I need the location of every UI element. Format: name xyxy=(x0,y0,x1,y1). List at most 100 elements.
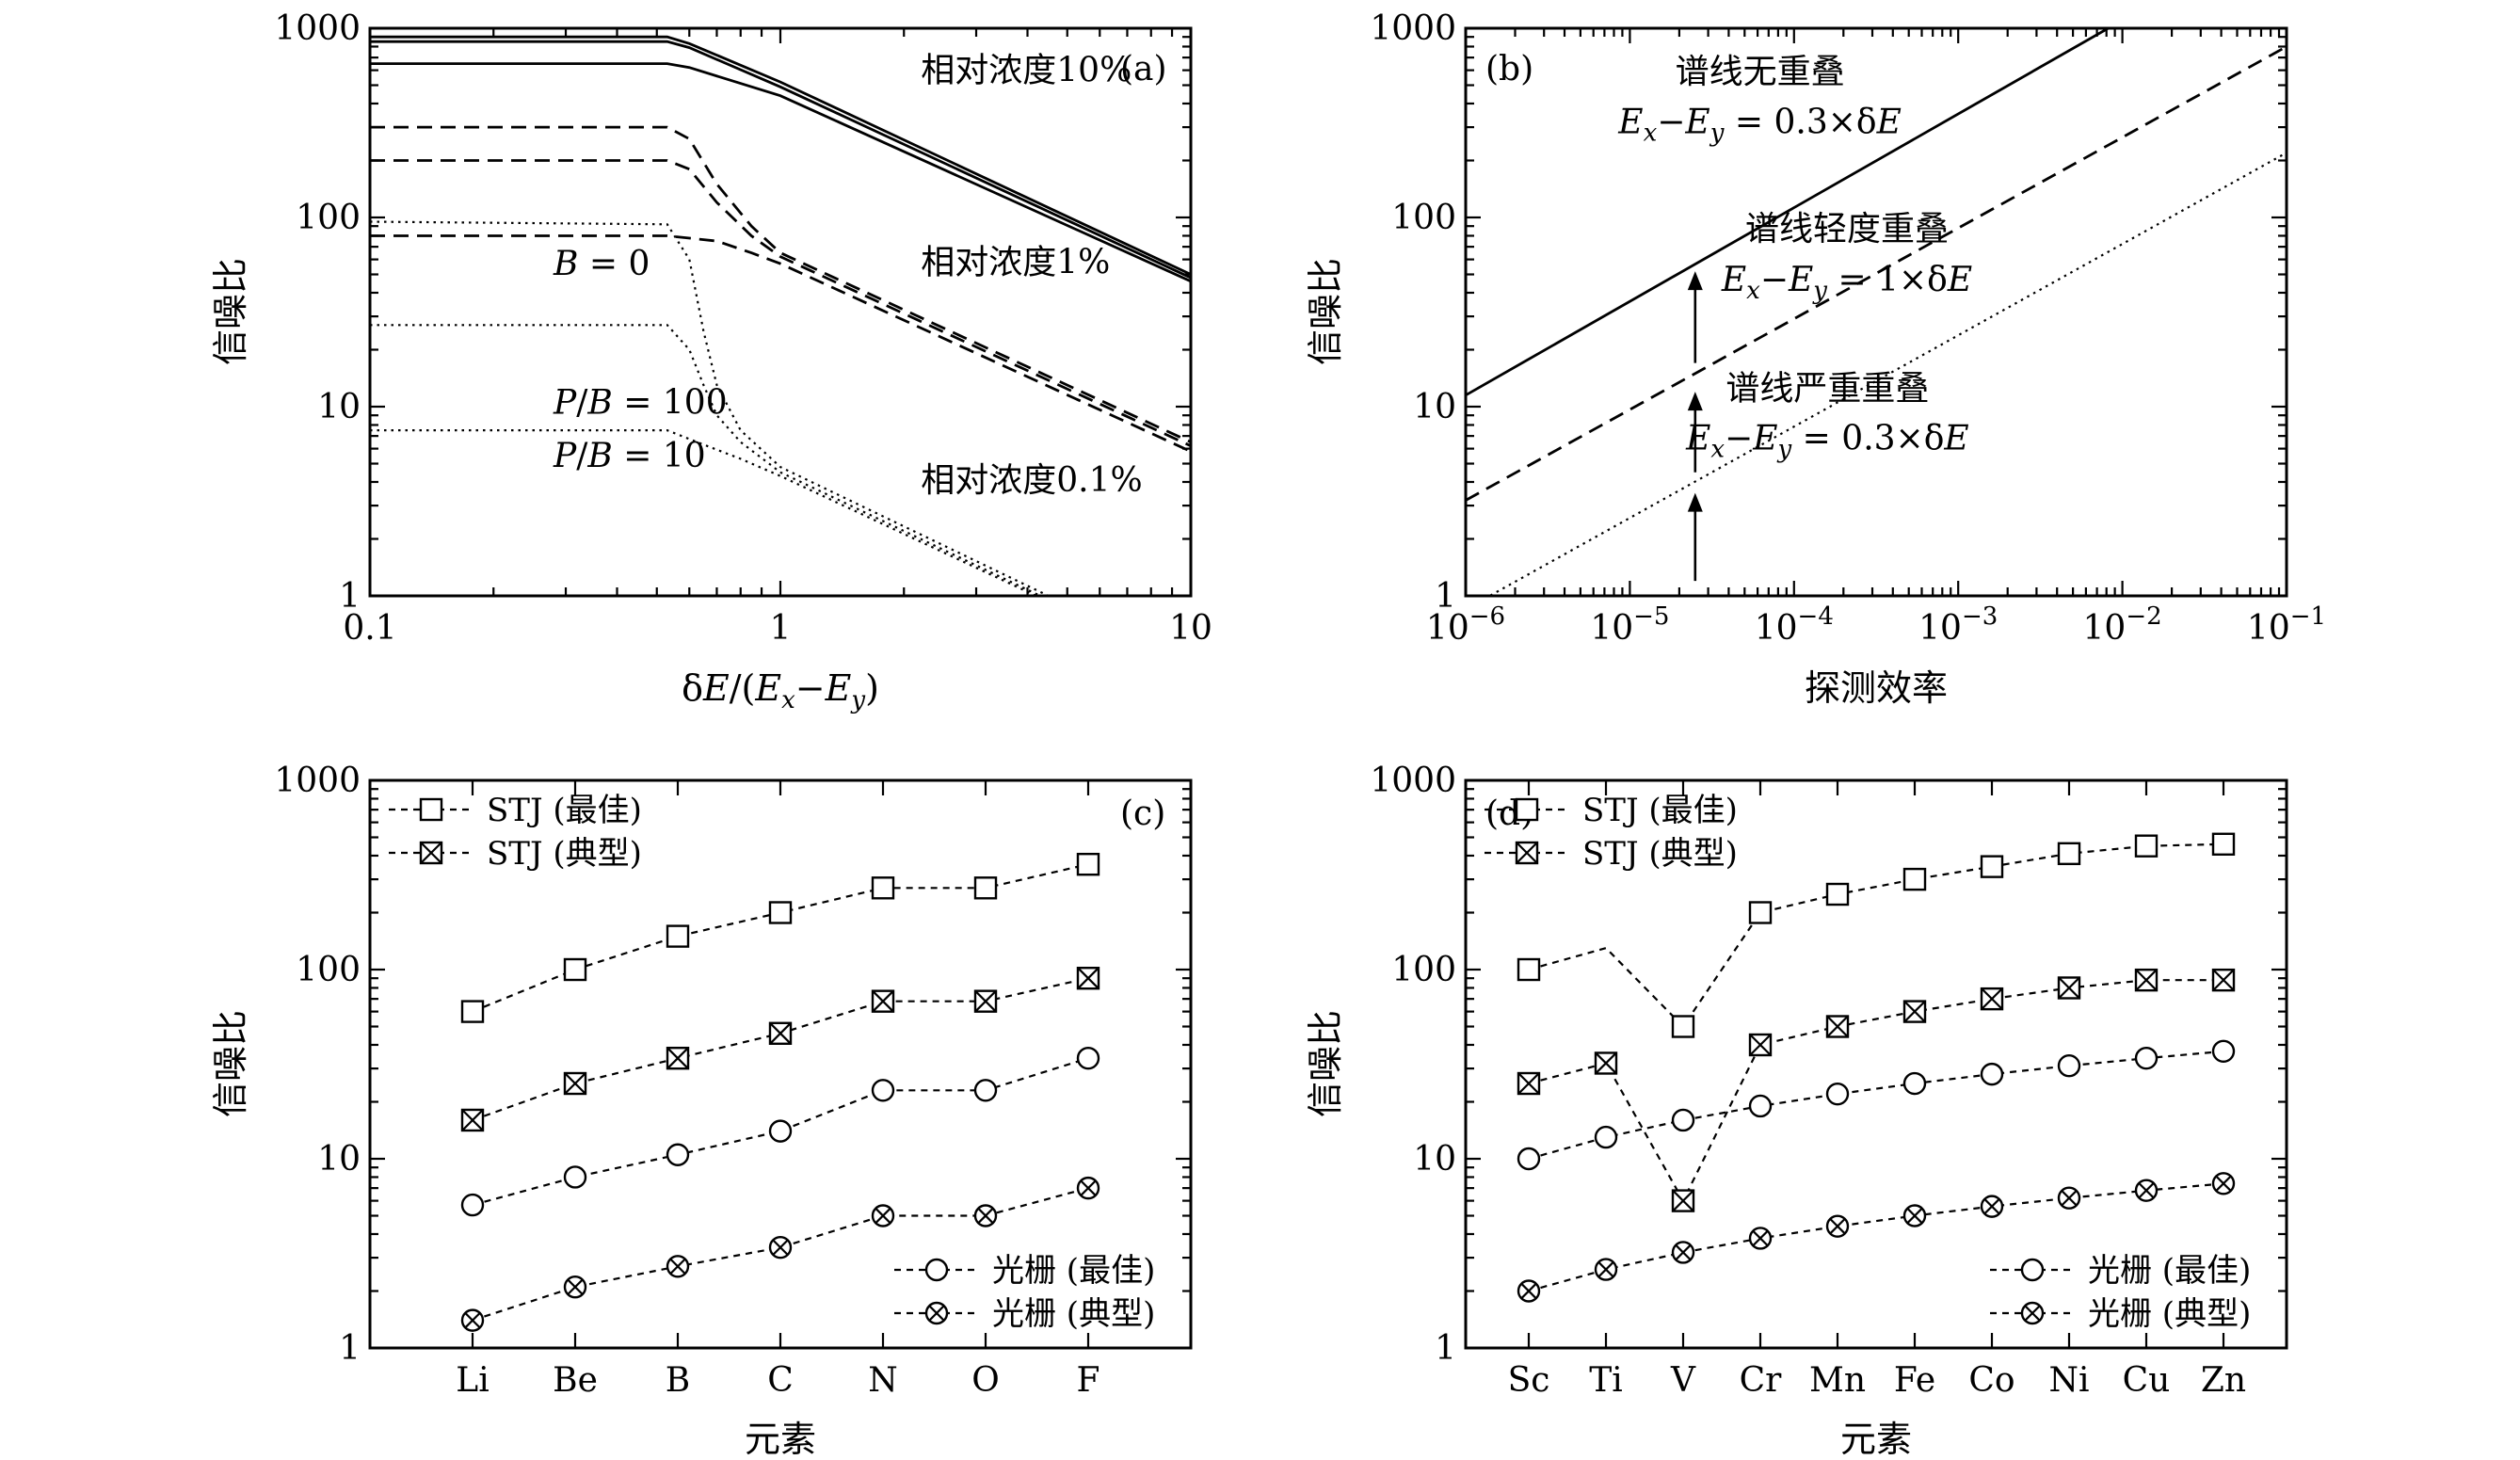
data-point-boxed-x xyxy=(871,989,895,1013)
data-point-circle xyxy=(973,1079,998,1102)
x-tick-label: Zn xyxy=(2201,1361,2246,1400)
legend-label: 光栅 (最佳) xyxy=(992,1252,1155,1290)
data-point-circled-x xyxy=(1748,1227,1773,1250)
data-point-square xyxy=(419,797,443,822)
data-point-circled-x xyxy=(1902,1204,1927,1227)
data-point-boxed-x xyxy=(1748,1033,1773,1057)
data-point-circled-x xyxy=(1825,1214,1850,1238)
data-point-circle xyxy=(460,1193,485,1217)
data-point-circle xyxy=(768,1119,793,1143)
data-point-circle xyxy=(563,1165,587,1189)
legend-label: 光栅 (典型) xyxy=(992,1295,1155,1333)
x-tick-label: 10−6 xyxy=(1426,602,1505,648)
annotation-equation: P/B = 10 xyxy=(553,437,706,475)
data-point-boxed-x xyxy=(1902,1000,1927,1023)
legend-entry: 光栅 (典型) xyxy=(894,1295,1155,1333)
up-arrow xyxy=(1687,492,1703,582)
x-tick-label: 10−2 xyxy=(2083,602,2162,648)
panel-a-series xyxy=(370,35,1191,596)
data-point-square xyxy=(666,924,690,948)
series-line xyxy=(1528,1050,2224,1161)
annotation-equation: Ex−Ey = 1×δE xyxy=(1721,261,1972,305)
y-tick-label: 10 xyxy=(1413,1140,1456,1179)
y-tick-label: 1 xyxy=(339,1329,361,1368)
data-point-square xyxy=(2134,834,2159,858)
x-tick-label: F xyxy=(1077,1361,1100,1400)
data-point-circle xyxy=(2020,1258,2045,1282)
data-point-circled-x xyxy=(2211,1172,2236,1195)
data-point-boxed-x xyxy=(666,1046,690,1070)
data-point-circled-x xyxy=(1594,1258,1618,1281)
y-tick-label: 1 xyxy=(1435,1329,1456,1368)
series-dashed-line xyxy=(370,234,1191,453)
panel-d-ylabel: 信噪比 xyxy=(1305,1010,1346,1117)
data-point-circled-x xyxy=(2134,1179,2159,1202)
x-tick-label: 10−4 xyxy=(1755,602,1834,648)
panel-b-series xyxy=(1466,28,2287,596)
data-point-circle xyxy=(924,1258,949,1282)
y-tick-label: 10 xyxy=(1413,388,1456,426)
x-tick-label: N xyxy=(868,1361,898,1400)
x-tick-label: O xyxy=(971,1361,1000,1400)
series-dashed-line xyxy=(370,125,1191,443)
panel-a-ylabel: 信噪比 xyxy=(210,258,251,365)
panel-c-series xyxy=(460,852,1100,1332)
legend-entry: 光栅 (典型) xyxy=(1990,1295,2251,1333)
panel-b: 1 10 100 1000 10−6 10−5 10−4 10−3 10−2 10−1 (b) 谱… xyxy=(1305,9,2326,709)
series-dashed-line xyxy=(370,159,1191,447)
x-tick-label: C xyxy=(767,1361,794,1400)
data-point-boxed-x xyxy=(1671,1189,1695,1212)
up-arrow xyxy=(1687,271,1703,363)
data-point-circled-x xyxy=(973,1204,998,1227)
legend-entry: STJ (最佳) xyxy=(1485,792,1738,829)
data-point-boxed-x xyxy=(563,1071,587,1096)
annotation-equation: Ex−Ey = 0.3×δE xyxy=(1685,420,1969,464)
panel-d-series xyxy=(1517,832,2236,1303)
annotation-label: 谱线严重重叠 xyxy=(1725,370,1929,409)
x-tick-label: Cu xyxy=(2123,1361,2171,1400)
annotation-equation: P/B = 100 xyxy=(553,384,728,423)
data-point-boxed-x xyxy=(460,1108,485,1132)
panel-a-xlabel: δE/(Ex−Ey) xyxy=(682,667,879,714)
data-point-square xyxy=(871,876,895,900)
y-tick-label: 100 xyxy=(1391,199,1456,237)
x-tick-label: 10−1 xyxy=(2247,602,2326,648)
y-tick-label: 1000 xyxy=(1370,762,1456,800)
data-point-circled-x xyxy=(1980,1195,2004,1218)
annotation-label: 谱线无重叠 xyxy=(1676,53,1845,91)
data-point-boxed-x xyxy=(1517,1071,1541,1096)
panel-a-annotations: 相对浓度10% 相对浓度1% 相对浓度0.1% B = 0 P/B = 100 P/B =… xyxy=(553,52,1143,500)
data-point-circle xyxy=(871,1079,895,1102)
x-tick-label: 10−3 xyxy=(1918,602,1998,648)
legend-label: STJ (最佳) xyxy=(487,792,642,829)
data-point-circled-x xyxy=(2020,1301,2045,1325)
legend-entry: STJ (最佳) xyxy=(389,792,642,829)
data-point-circle xyxy=(1902,1071,1927,1096)
data-point-circled-x xyxy=(768,1235,793,1259)
data-point-circle xyxy=(1748,1094,1773,1118)
data-point-circle xyxy=(2134,1046,2159,1070)
data-point-circled-x xyxy=(460,1308,485,1332)
legend-entry: 光栅 (最佳) xyxy=(894,1252,1155,1290)
legend-label: 光栅 (典型) xyxy=(2088,1295,2251,1333)
series-solid-line xyxy=(370,62,1191,283)
data-point-square xyxy=(768,901,793,924)
data-point-square xyxy=(1517,957,1541,982)
panel-d-legend: STJ (最佳) STJ (典型) 光栅 (最佳) 光栅 (典型) xyxy=(1485,792,2251,1333)
data-point-circled-x xyxy=(924,1301,949,1325)
data-point-boxed-x xyxy=(1825,1015,1850,1038)
series-dotted-line xyxy=(1487,152,2287,596)
data-point-circle xyxy=(1825,1082,1850,1106)
panel-b-annotations: 谱线无重叠 Ex−Ey = 0.3×δE 谱线轻度重叠 Ex−Ey = 1×δE 谱线严… xyxy=(1617,53,1972,464)
series-dotted-line xyxy=(370,429,1037,596)
x-tick-label: 1 xyxy=(770,609,792,648)
y-tick-label: 1000 xyxy=(1370,9,1456,48)
data-point-circle xyxy=(2211,1039,2236,1063)
y-tick-label: 10 xyxy=(317,1140,361,1179)
y-tick-label: 1 xyxy=(1435,577,1456,616)
data-point-boxed-x xyxy=(768,1021,793,1045)
series-line xyxy=(1528,1182,2224,1292)
x-tick-label: Cr xyxy=(1740,1361,1783,1400)
